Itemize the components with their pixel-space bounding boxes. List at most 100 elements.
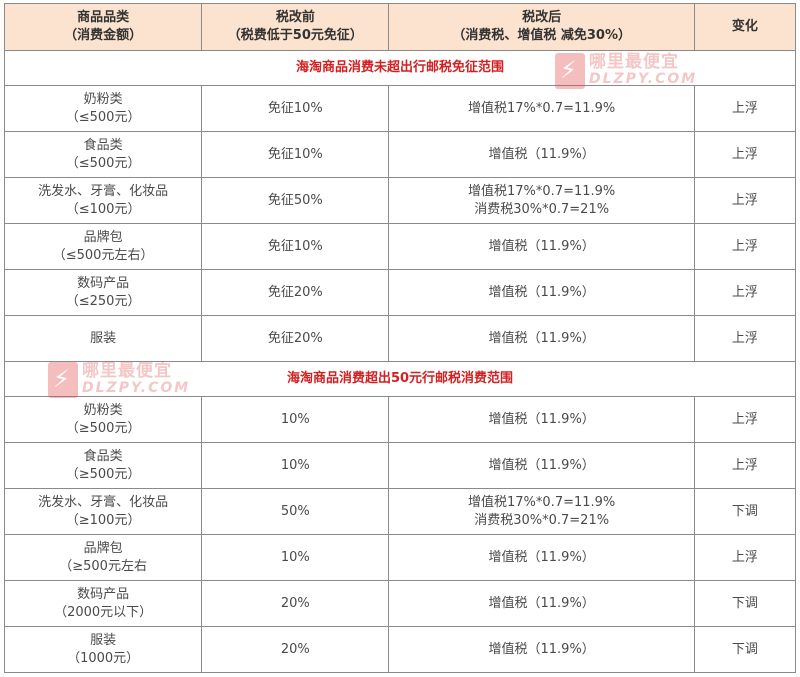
category-name: 品牌包: [83, 540, 123, 556]
header-category-title: 商品品类: [77, 10, 130, 25]
category-amount: （≥500元）: [65, 466, 141, 482]
change-cell: 上浮: [693, 269, 797, 316]
category-amount: （≥500元左右: [59, 558, 147, 574]
category-cell: 食品类 （≤500元）: [3, 131, 203, 178]
table-row: 食品类 （≤500元） 免征10% 增值税（11.9%） 上浮: [3, 131, 797, 178]
after-tax-line: 增值税（11.9%）: [488, 641, 595, 657]
category-name: 数码产品: [77, 275, 130, 291]
after-tax-line: 增值税（11.9%）: [488, 549, 595, 565]
table-row: 品牌包 （≥500元左右 10% 增值税（11.9%） 上浮: [3, 534, 797, 581]
category-amount: （≤500元左右）: [52, 247, 154, 263]
before-tax-cell: 免征20%: [201, 315, 390, 362]
before-tax-cell: 免征10%: [201, 223, 390, 270]
before-tax-cell: 免征10%: [201, 85, 390, 132]
after-tax-cell: 增值税（11.9%）: [388, 269, 695, 316]
before-tax-cell: 20%: [201, 580, 390, 627]
header-before: 税改前 （税费低于50元免征）: [201, 3, 390, 51]
table-row: 数码产品 （≤250元） 免征20% 增值税（11.9%） 上浮: [3, 269, 797, 316]
header-category: 商品品类 （消费金额）: [3, 3, 203, 51]
category-name: 奶粉类: [83, 402, 123, 418]
header-change: 变化: [693, 3, 797, 51]
category-amount: （≥100元）: [65, 512, 141, 528]
change-cell: 上浮: [693, 177, 797, 224]
category-name: 服装: [90, 632, 117, 648]
before-tax-cell: 10%: [201, 534, 390, 581]
category-name: 食品类: [83, 137, 123, 153]
table-row: 奶粉类 （≤500元） 免征10% 增值税17%*0.7=11.9% 上浮: [3, 85, 797, 132]
tax-comparison-table: 商品品类 （消费金额） 税改前 （税费低于50元免征） 税改后 （消费税、增值税…: [3, 3, 797, 673]
change-cell: 上浮: [693, 131, 797, 178]
category-amount: （1000元）: [67, 650, 140, 666]
category-cell: 品牌包 （≥500元左右: [3, 534, 203, 581]
header-before-title: 税改前: [275, 10, 315, 25]
header-after-sub: （消费税、增值税 减免30%）: [452, 28, 631, 43]
before-tax-cell: 免征20%: [201, 269, 390, 316]
after-tax-line: 增值税（11.9%）: [488, 330, 595, 346]
table-row: 洗发水、牙膏、化妆品 （≤100元） 免征50% 增值税17%*0.7=11.9% 消费…: [3, 177, 797, 224]
change-cell: 上浮: [693, 442, 797, 489]
table-row: 奶粉类 （≥500元） 10% 增值税（11.9%） 上浮: [3, 396, 797, 443]
after-tax-line: 增值税17%*0.7=11.9%: [468, 100, 616, 116]
category-amount: （≤500元）: [65, 155, 141, 171]
after-tax-line: 增值税（11.9%）: [488, 284, 595, 300]
before-tax-cell: 免征50%: [201, 177, 390, 224]
header-before-sub: （税费低于50元免征）: [227, 28, 363, 43]
category-cell: 食品类 （≥500元）: [3, 442, 203, 489]
change-cell: 上浮: [693, 85, 797, 132]
before-tax-cell: 免征10%: [201, 131, 390, 178]
section-title: 海淘商品消费超出50元行邮税消费范围: [4, 361, 796, 397]
category-cell: 奶粉类 （≥500元）: [3, 396, 203, 443]
after-tax-line: 增值税17%*0.7=11.9%: [468, 494, 616, 510]
after-tax-cell: 增值税17%*0.7=11.9%: [388, 85, 695, 132]
table-row: 服装 免征20% 增值税（11.9%） 上浮: [3, 315, 797, 362]
before-tax-cell: 20%: [201, 626, 390, 673]
category-name: 服装: [90, 330, 117, 346]
category-amount: （≤100元）: [65, 201, 141, 217]
category-cell: 数码产品 （≤250元）: [3, 269, 203, 316]
after-tax-line: 增值税（11.9%）: [488, 146, 595, 162]
header-row: 商品品类 （消费金额） 税改前 （税费低于50元免征） 税改后 （消费税、增值税…: [3, 3, 797, 51]
change-cell: 下调: [693, 626, 797, 673]
category-cell: 服装 （1000元）: [3, 626, 203, 673]
category-amount: （≥500元）: [65, 420, 141, 436]
header-category-sub: （消费金额）: [64, 28, 143, 43]
category-cell: 数码产品 （2000元以下）: [3, 580, 203, 627]
change-cell: 下调: [693, 580, 797, 627]
table-row: 数码产品 （2000元以下） 20% 增值税（11.9%） 下调: [3, 580, 797, 627]
change-cell: 上浮: [693, 396, 797, 443]
category-cell: 洗发水、牙膏、化妆品 （≤100元）: [3, 177, 203, 224]
table-row: 服装 （1000元） 20% 增值税（11.9%） 下调: [3, 626, 797, 673]
after-tax-cell: 增值税（11.9%）: [388, 223, 695, 270]
table-row: 洗发水、牙膏、化妆品 （≥100元） 50% 增值税17%*0.7=11.9% 消费税3…: [3, 488, 797, 535]
table-row: 食品类 （≥500元） 10% 增值税（11.9%） 上浮: [3, 442, 797, 489]
category-amount: （≤500元）: [65, 109, 141, 125]
category-name: 食品类: [83, 448, 123, 464]
category-name: 洗发水、牙膏、化妆品: [38, 183, 169, 199]
section-row: 海淘商品消费超出50元行邮税消费范围: [4, 361, 796, 397]
before-tax-cell: 10%: [201, 442, 390, 489]
category-amount: （≤250元）: [65, 293, 141, 309]
after-tax-cell: 增值税（11.9%）: [388, 580, 695, 627]
change-cell: 上浮: [693, 223, 797, 270]
section-row: 海淘商品消费未超出行邮税免征范围: [4, 50, 796, 86]
category-name: 数码产品: [77, 586, 130, 602]
after-tax-line: 增值税17%*0.7=11.9%: [468, 183, 616, 199]
after-tax-cell: 增值税17%*0.7=11.9% 消费税30%*0.7=21%: [388, 488, 695, 535]
tax-comparison-table-wrapper: 商品品类 （消费金额） 税改前 （税费低于50元免征） 税改后 （消费税、增值税…: [3, 3, 797, 673]
category-name: 洗发水、牙膏、化妆品: [38, 494, 169, 510]
change-cell: 下调: [693, 488, 797, 535]
change-cell: 上浮: [693, 534, 797, 581]
before-tax-cell: 50%: [201, 488, 390, 535]
change-cell: 上浮: [693, 315, 797, 362]
category-cell: 服装: [3, 315, 203, 362]
table-body: 海淘商品消费未超出行邮税免征范围奶粉类 （≤500元） 免征10% 增值税17%*0.…: [3, 50, 797, 673]
after-tax-line: 增值税（11.9%）: [488, 457, 595, 473]
category-name: 奶粉类: [83, 91, 123, 107]
category-cell: 洗发水、牙膏、化妆品 （≥100元）: [3, 488, 203, 535]
section-title: 海淘商品消费未超出行邮税免征范围: [4, 50, 796, 86]
after-tax-cell: 增值税（11.9%）: [388, 396, 695, 443]
after-tax-cell: 增值税（11.9%）: [388, 534, 695, 581]
after-tax-line: 消费税30%*0.7=21%: [474, 201, 610, 217]
category-cell: 奶粉类 （≤500元）: [3, 85, 203, 132]
after-tax-line: 增值税（11.9%）: [488, 238, 595, 254]
